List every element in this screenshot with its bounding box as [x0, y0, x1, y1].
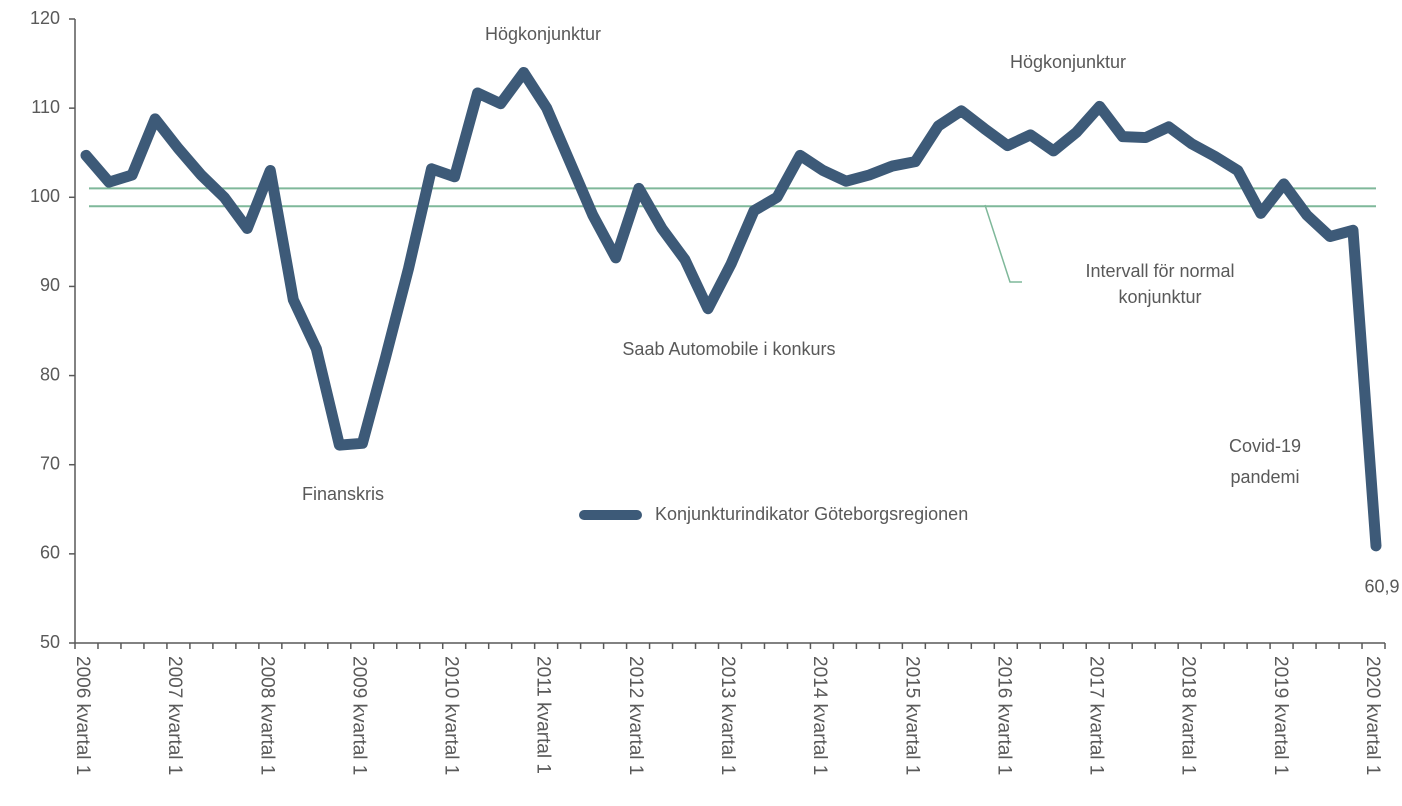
y-tick-label: 110 [31, 97, 60, 117]
x-tick-label: 2016 kvartal 1 [993, 656, 1014, 775]
x-tick-label: 2014 kvartal 1 [809, 656, 830, 775]
annotation: Intervall för normal [1085, 261, 1234, 281]
y-tick-label: 80 [40, 364, 60, 384]
x-tick-label: 2006 kvartal 1 [72, 656, 93, 775]
annotation: Covid-19 [1229, 436, 1301, 456]
legend-label: Konjunkturindikator Göteborgsregionen [655, 504, 968, 524]
annotation: pandemi [1230, 467, 1299, 487]
x-tick-label: 2020 kvartal 1 [1362, 656, 1383, 775]
x-tick-label: 2011 kvartal 1 [533, 656, 554, 774]
y-tick-label: 100 [30, 186, 60, 206]
x-tick-label: 2009 kvartal 1 [348, 656, 369, 775]
x-tick-label: 2015 kvartal 1 [901, 656, 922, 775]
x-tick-label: 2017 kvartal 1 [1086, 656, 1107, 775]
y-tick-label: 120 [30, 8, 60, 28]
y-tick-label: 90 [40, 275, 60, 295]
y-tick-label: 50 [40, 632, 60, 652]
annotation-connector [984, 204, 1022, 283]
annotation: Högkonjunktur [1010, 52, 1126, 72]
data-label: 60,9 [1364, 577, 1399, 597]
x-tick-label: 2008 kvartal 1 [256, 656, 277, 775]
x-tick-label: 2012 kvartal 1 [625, 656, 646, 775]
x-tick-label: 2007 kvartal 1 [164, 656, 185, 775]
y-tick-label: 70 [40, 453, 60, 473]
annotation: Högkonjunktur [485, 24, 601, 44]
annotation: Finanskris [302, 484, 384, 504]
x-tick-label: 2019 kvartal 1 [1270, 656, 1291, 775]
line-series [80, 66, 1382, 552]
annotation: konjunktur [1118, 287, 1201, 307]
x-tick-label: 2013 kvartal 1 [717, 656, 738, 775]
x-tick-label: 2018 kvartal 1 [1178, 656, 1199, 775]
x-tick-label: 2010 kvartal 1 [441, 656, 462, 775]
annotation: Saab Automobile i konkurs [622, 339, 835, 359]
y-tick-label: 60 [40, 543, 60, 563]
